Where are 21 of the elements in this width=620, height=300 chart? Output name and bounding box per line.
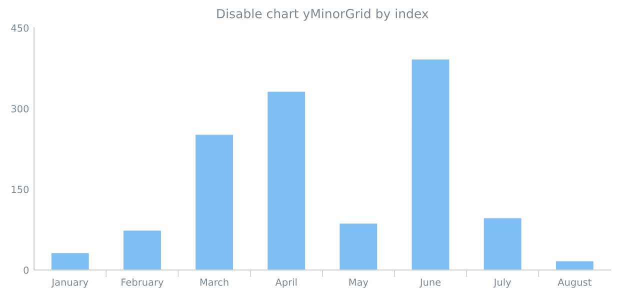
y-tick-label: 0 xyxy=(24,266,29,274)
x-tick-label: April xyxy=(275,278,297,288)
y-tick-label: 300 xyxy=(11,105,29,112)
bar xyxy=(124,230,161,270)
bar xyxy=(268,92,306,270)
y-tick-label: 450 xyxy=(11,24,29,32)
bar xyxy=(484,218,522,270)
bar xyxy=(51,253,89,270)
bar xyxy=(340,224,378,270)
bar xyxy=(196,134,233,270)
bar xyxy=(412,59,450,270)
chart-title: Disable chart yMinorGrid by index xyxy=(217,8,428,21)
x-tick-label: May xyxy=(349,278,368,288)
x-tick-label: July xyxy=(493,278,512,288)
x-tick-label: August xyxy=(558,278,592,288)
y-tick-label: 150 xyxy=(12,186,29,194)
x-tick-label: February xyxy=(122,278,164,288)
x-tick-label: March xyxy=(200,278,228,286)
bar xyxy=(556,261,594,270)
x-tick-label: June xyxy=(419,278,441,288)
x-tick-label: January xyxy=(51,278,88,288)
